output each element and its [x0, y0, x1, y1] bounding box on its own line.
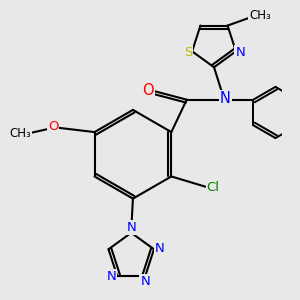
Text: Cl: Cl [207, 181, 220, 194]
Text: CH₃: CH₃ [249, 9, 271, 22]
Text: N: N [140, 275, 150, 288]
Text: N: N [126, 221, 136, 234]
Text: CH₃: CH₃ [9, 127, 31, 140]
Text: N: N [220, 91, 230, 106]
Text: N: N [235, 46, 245, 59]
Text: O: O [48, 121, 58, 134]
Text: S: S [184, 46, 192, 59]
Text: N: N [106, 270, 116, 283]
Text: O: O [142, 83, 154, 98]
Text: N: N [155, 242, 165, 255]
